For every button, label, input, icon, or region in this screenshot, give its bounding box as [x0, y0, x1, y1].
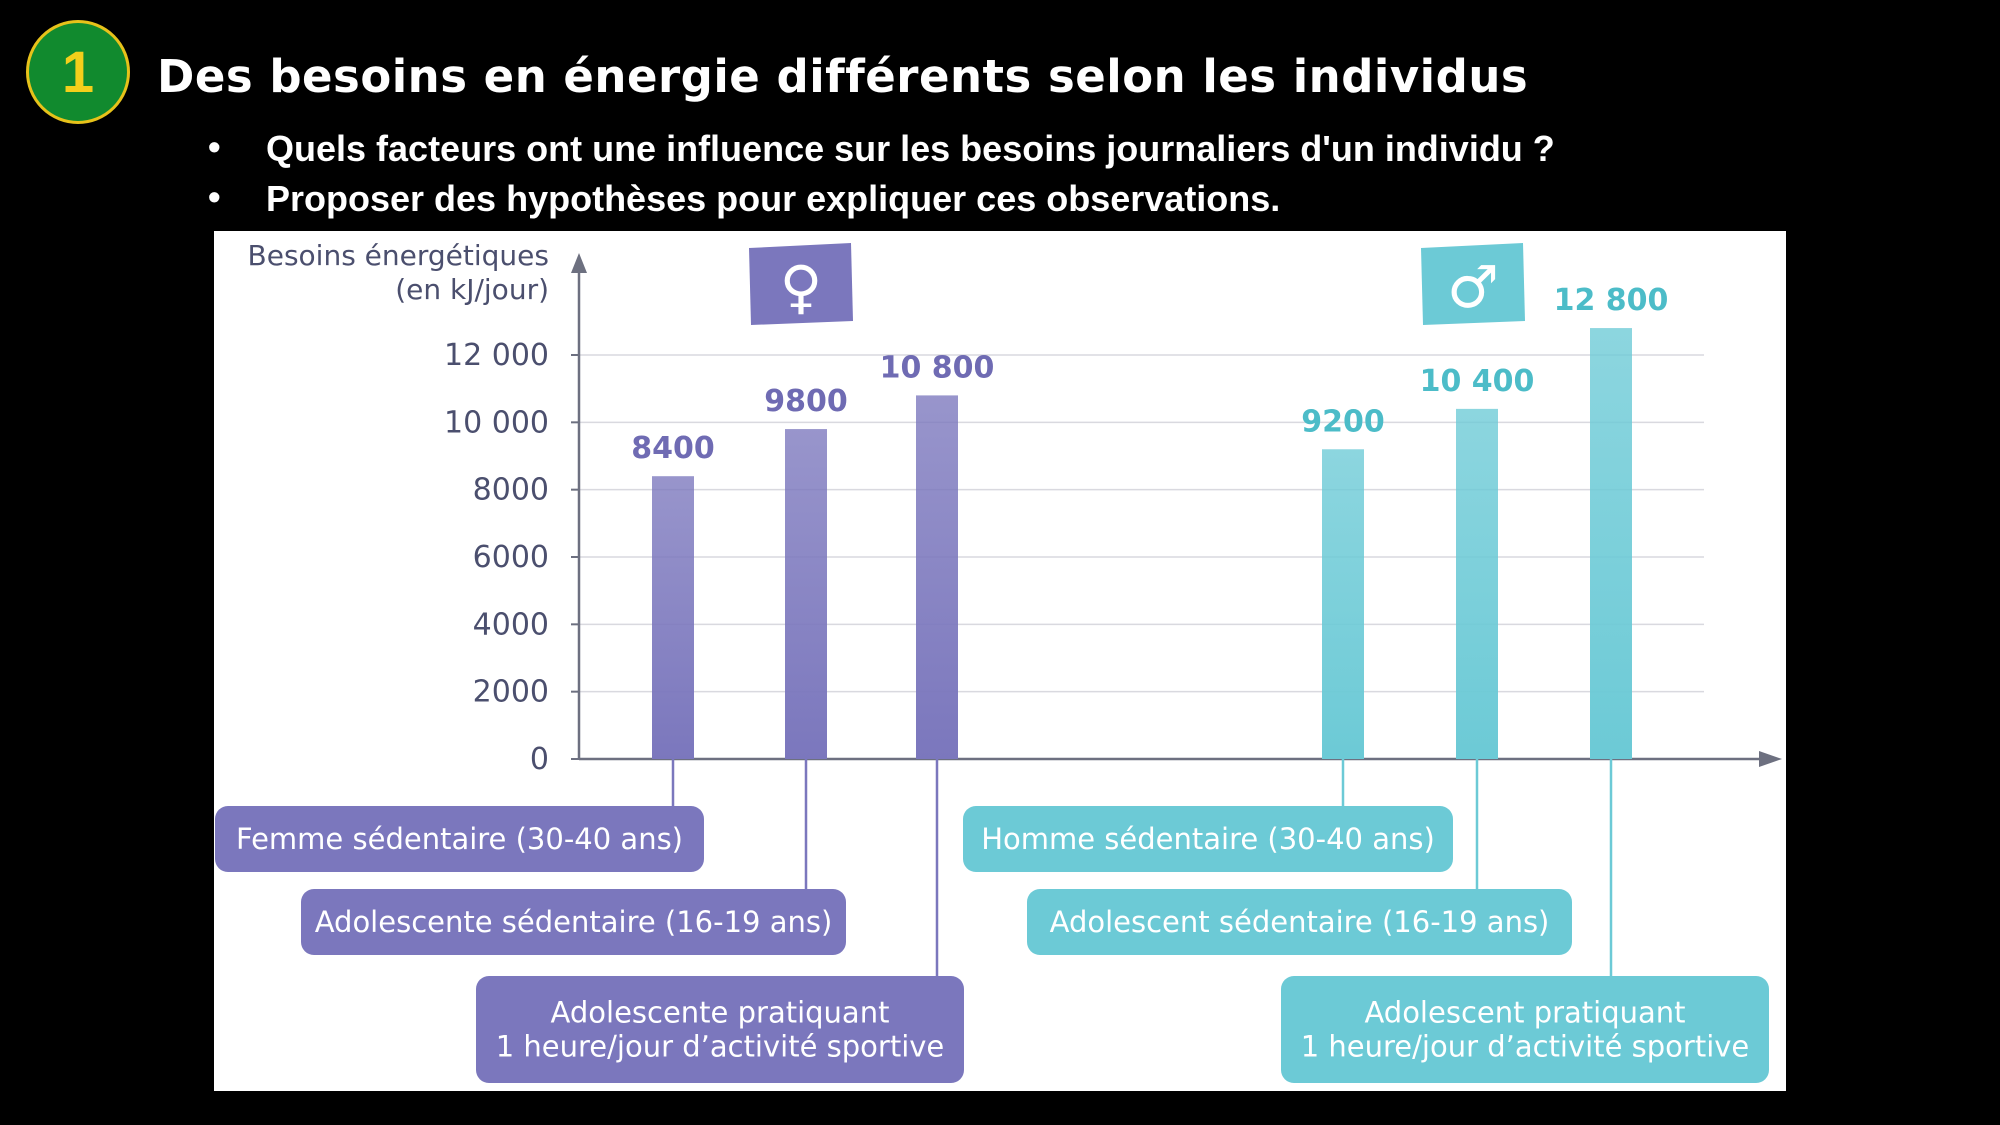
section-number-badge: 1 — [26, 20, 130, 124]
bullet-dot-icon: • — [208, 126, 221, 167]
symbol-box-background — [749, 243, 853, 325]
y-axis-arrow-icon — [571, 253, 587, 273]
female-symbol-icon: ♀ — [780, 253, 822, 321]
y-axis-title: Besoins énergétiques — [248, 239, 549, 272]
category-box — [1027, 889, 1572, 955]
symbol-box-background — [1421, 243, 1525, 325]
bar-value-label: 10 800 — [880, 350, 995, 385]
category-box — [963, 806, 1453, 872]
category-label: Adolescente pratiquant 1 heure/jour d’act… — [496, 996, 945, 1064]
bar-value-label: 8400 — [631, 431, 715, 466]
female-symbol-box: ♀ — [749, 243, 853, 325]
bar — [1590, 328, 1632, 759]
category-box — [215, 806, 704, 872]
y-tick-label: 8000 — [473, 473, 549, 508]
y-tick-label: 4000 — [473, 607, 549, 642]
y-tick-label: 0 — [530, 742, 549, 777]
male-symbol-box: ♂ — [1421, 243, 1525, 325]
bullet-dot-icon: • — [208, 176, 221, 217]
category-label: Homme sédentaire (30-40 ans) — [981, 822, 1435, 856]
bar-value-label: 9800 — [764, 384, 848, 419]
y-axis-unit: (en kJ/jour) — [395, 273, 549, 306]
bar — [916, 395, 958, 759]
category-label: Adolescent sédentaire (16-19 ans) — [1050, 905, 1550, 939]
category-label: Femme sédentaire (30-40 ans) — [236, 822, 683, 856]
bar — [652, 476, 694, 759]
category-label: Adolescente sédentaire (16-19 ans) — [315, 905, 833, 939]
chart-panel: 0 2000 4000 6000 8000 10 000 12 000 ♀ 8400 Femme … — [214, 231, 1786, 1091]
female-bar-group: ♀ 8400 Femme sédentaire (30-40 ans) 9800 Ado… — [215, 243, 994, 1083]
category-box — [1281, 976, 1769, 1083]
y-tick-label: 2000 — [473, 675, 549, 710]
bar-value-label: 9200 — [1301, 404, 1385, 439]
bullet-text: Proposer des hypothèses pour expliquer c… — [266, 178, 1281, 219]
bar — [1456, 408, 1498, 759]
y-tick-label: 6000 — [473, 540, 549, 575]
category-box — [476, 976, 964, 1083]
energy-needs-chart: 0 2000 4000 6000 8000 10 000 12 000 ♀ 8400 Femme … — [215, 239, 1782, 1083]
bar-value-label: 10 400 — [1420, 364, 1535, 399]
slide-title: Des besoins en énergie différents selon … — [157, 50, 1529, 103]
bullet-text: Quels facteurs ont une influence sur les… — [266, 128, 1555, 169]
category-box — [301, 889, 846, 955]
male-symbol-icon: ♂ — [1447, 253, 1499, 321]
category-label: Adolescent pratiquant 1 heure/jour d’acti… — [1301, 996, 1750, 1064]
bar — [1322, 449, 1364, 759]
y-tick-label: 12 000 — [444, 338, 549, 373]
y-tick-label: 10 000 — [444, 405, 549, 440]
male-bar-group: ♂ 9200 Homme sédentaire (30-40 ans) 10 400 A… — [963, 243, 1769, 1083]
bar — [785, 429, 827, 759]
x-axis-arrow-icon — [1759, 751, 1782, 767]
grid-lines: 0 2000 4000 6000 8000 10 000 12 000 — [444, 338, 1704, 777]
bar-value-label: 12 800 — [1554, 283, 1669, 318]
